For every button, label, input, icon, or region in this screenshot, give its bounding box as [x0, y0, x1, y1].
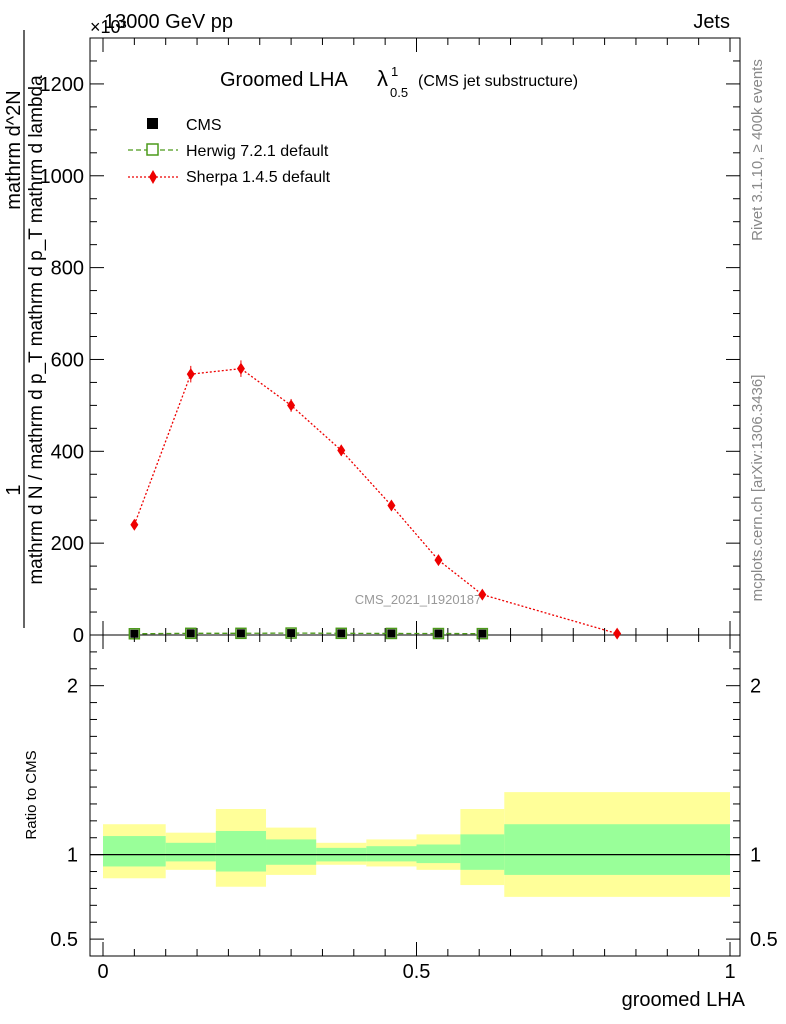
legend-sherpa-marker — [149, 170, 157, 184]
cms-point — [434, 629, 443, 638]
herwig-series — [128, 627, 489, 640]
ratio-ytick-label-left: 2 — [67, 676, 78, 698]
ratio-ytick-label-right: 2 — [750, 676, 761, 698]
analysis-watermark: CMS_2021_I1920187 — [355, 592, 482, 607]
ratio-xtick-label: 1 — [724, 961, 735, 983]
ratio-band-inner — [460, 834, 505, 870]
ratio-ytick-label-left: 1 — [67, 845, 78, 867]
main-ytick-label: 1000 — [40, 166, 85, 188]
ratio-band-inner — [366, 846, 417, 862]
main-y-ticks: 0 200 400 600 800 1000 1200 — [40, 37, 740, 647]
sherpa-point — [130, 518, 139, 531]
sherpa-point — [287, 399, 296, 412]
ratio-bands — [90, 792, 740, 897]
legend: CMS Herwig 7.2.1 default Sherpa 1.4.5 de… — [128, 117, 331, 186]
plot-title: Groomed LHA λ 1 0.5 (CMS jet substructur… — [220, 64, 578, 100]
sherpa-point — [186, 368, 195, 381]
main-ytick-label: 400 — [51, 441, 84, 463]
cms-point — [478, 629, 487, 638]
sherpa-series — [130, 360, 622, 640]
cms-point — [236, 629, 245, 638]
ratio-xtick-label: 0 — [97, 961, 108, 983]
sherpa-point — [337, 444, 346, 457]
main-ylabel-bottom: mathrm d N / mathrm d p_T mathrm d p_T m… — [26, 75, 47, 585]
ratio-band-inner — [165, 842, 216, 862]
main-ytick-label: 200 — [51, 533, 84, 555]
ratio-band-inner — [215, 830, 267, 872]
main-ytick-label: 0 — [73, 625, 84, 647]
title-suffix: (CMS jet substructure) — [418, 73, 578, 90]
title-lambda: λ — [377, 66, 388, 91]
cms-point — [287, 629, 296, 638]
legend-herwig-marker — [146, 143, 159, 156]
cms-point — [387, 629, 396, 638]
title-superscript: 1 — [391, 64, 398, 79]
main-ylabel: mathrm d^2N 1 mathrm d N / mathrm d p_T … — [3, 30, 47, 628]
sherpa-point — [434, 554, 443, 567]
legend-cms-label: CMS — [186, 117, 222, 134]
cms-series — [130, 629, 487, 638]
ratio-xtick-label: 0.5 — [403, 961, 431, 983]
ratio-ytick-label-right: 0.5 — [750, 929, 778, 951]
legend-cms-marker — [147, 118, 158, 129]
sherpa-point — [387, 499, 396, 512]
ratio-plot-frame — [89, 634, 741, 957]
main-ytick-label: 1200 — [40, 74, 85, 96]
cms-point — [337, 629, 346, 638]
ratio-ytick-label-right: 1 — [750, 845, 761, 867]
main-ytick-label: 800 — [51, 258, 84, 280]
cms-point — [186, 629, 195, 638]
main-ylabel-numerator: mathrm d^2N — [3, 90, 25, 209]
header-energy-label: 13000 GeV pp — [104, 11, 233, 33]
legend-sherpa-label: Sherpa 1.4.5 default — [186, 169, 331, 186]
header-jets-label: Jets — [693, 11, 730, 33]
ratio-band-inner — [266, 839, 317, 865]
ratio-band-inner — [416, 844, 461, 864]
ratio-y-ticks: 0.5 0.5 1 1 2 2 — [50, 651, 778, 951]
sherpa-point — [236, 362, 245, 375]
cms-point — [130, 629, 139, 638]
ratio-x-ticks: 0 0.5 1 — [97, 635, 736, 983]
title-subscript: 0.5 — [390, 85, 408, 100]
y-multiplier-label: ×10³ — [90, 17, 127, 37]
rivet-version-label: Rivet 3.1.10, ≥ 400k events — [749, 59, 766, 241]
mcplots-label: mcplots.cern.ch [arXiv:1306.3436] — [749, 375, 766, 602]
main-ylabel-top: 1 — [3, 484, 25, 495]
main-ytick-label: 600 — [51, 349, 84, 371]
ratio-ytick-label-left: 0.5 — [50, 929, 78, 951]
ratio-band-inner — [103, 836, 166, 867]
sherpa-point — [478, 588, 487, 601]
herwig-curve — [134, 632, 483, 635]
title-main: Groomed LHA — [220, 69, 348, 91]
x-axis-label: groomed LHA — [622, 989, 746, 1011]
ratio-ylabel: Ratio to CMS — [23, 750, 40, 839]
legend-herwig-label: Herwig 7.2.1 default — [186, 143, 329, 160]
ratio-band-inner — [504, 824, 730, 875]
sherpa-point — [613, 627, 622, 640]
